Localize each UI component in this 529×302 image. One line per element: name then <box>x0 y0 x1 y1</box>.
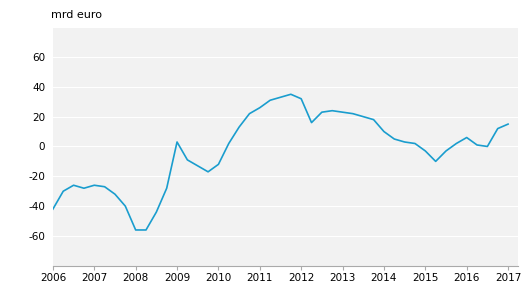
Text: mrd euro: mrd euro <box>51 10 102 20</box>
